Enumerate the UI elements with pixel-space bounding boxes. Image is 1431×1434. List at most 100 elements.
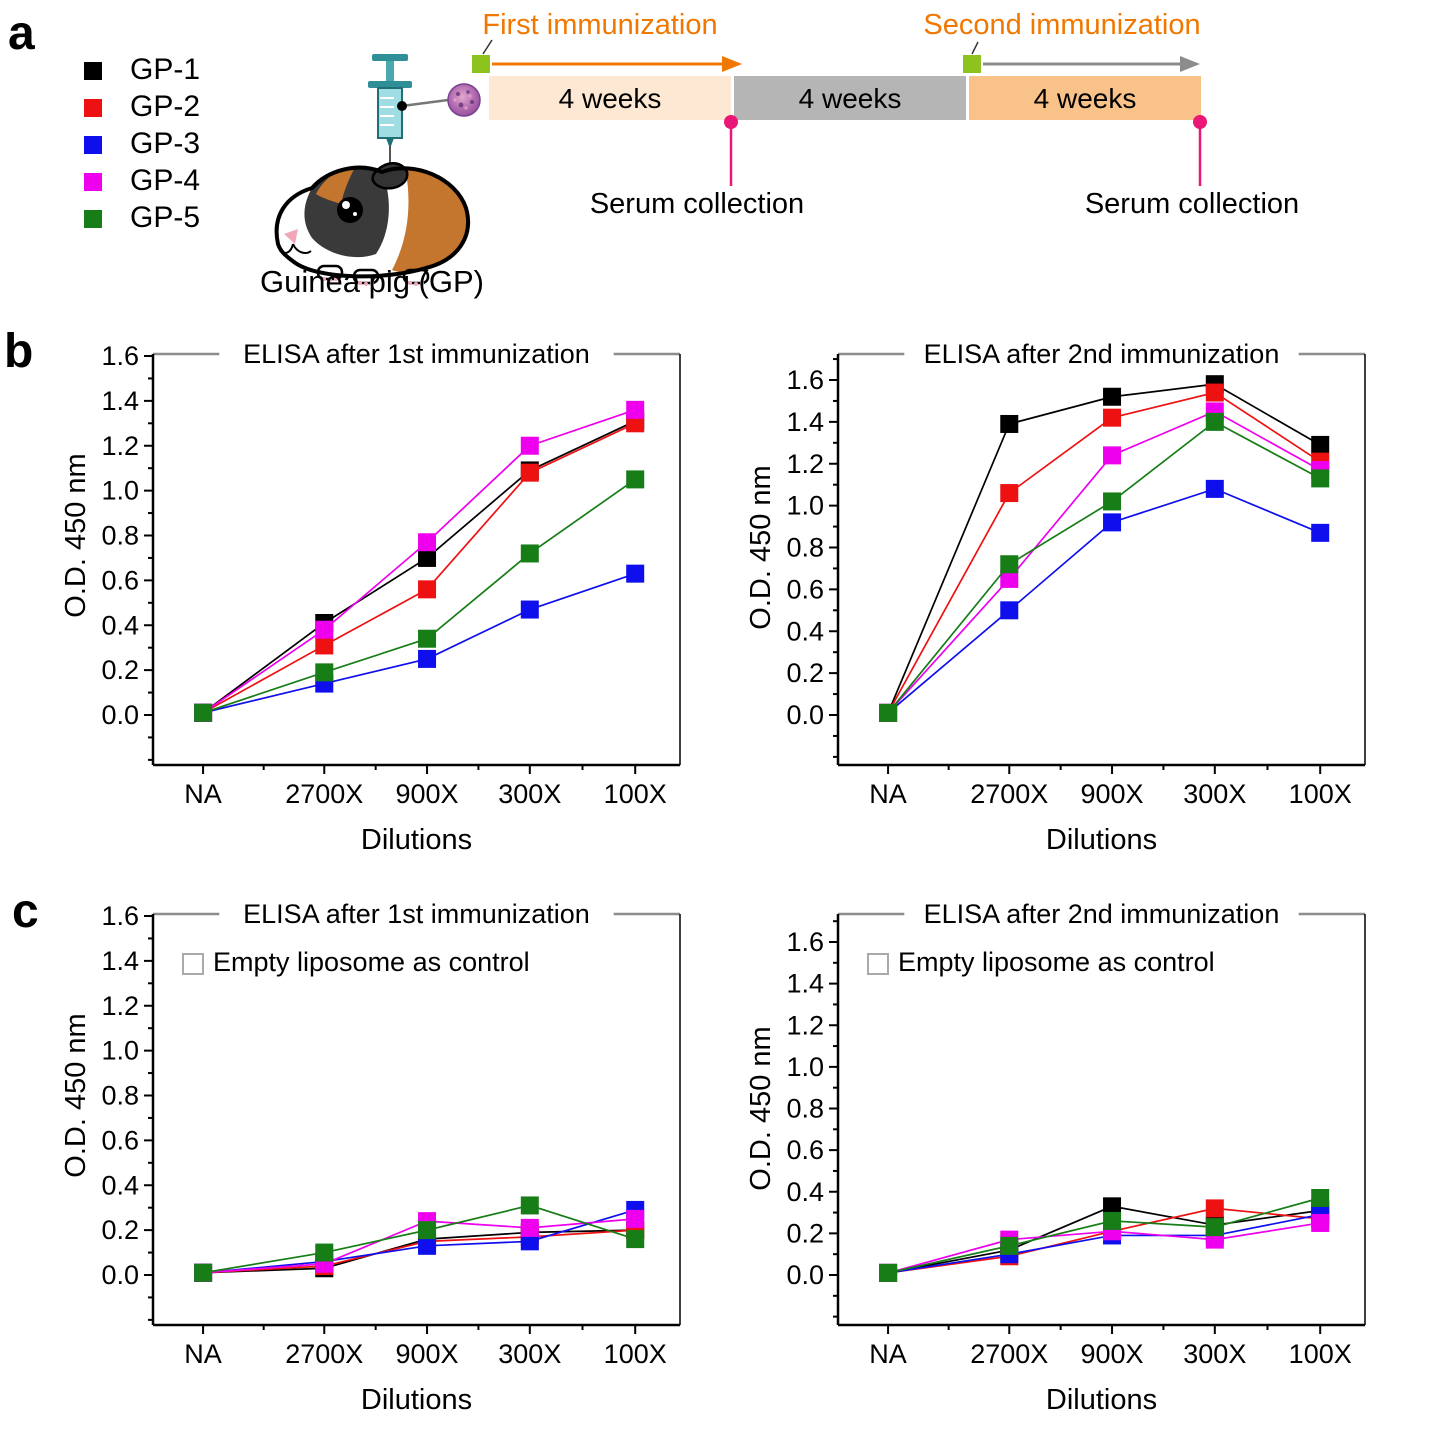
data-point-GP-4 [1000,569,1019,588]
liposome-icon [447,83,481,117]
y-tick-label: 1.2 [101,991,139,1021]
y-tick-label: 0.2 [101,1215,139,1245]
y-tick-label: 1.4 [101,946,139,976]
y-tick-label: 0.0 [786,1260,824,1290]
data-point-GP-2 [1000,484,1019,503]
x-tick-label: 900X [1081,779,1144,809]
legend-label-GP-2: GP-2 [130,90,200,123]
y-tick-label: 0.6 [786,574,824,604]
second-immunization-marker [963,55,981,73]
control-legend-label: Empty liposome as control [213,947,530,977]
week-block-label-2: 4 weeks [799,83,902,114]
x-tick-label: 300X [498,779,561,809]
second-immunization-label: Second immunization [923,9,1200,41]
legend-label-GP-4: GP-4 [130,164,200,197]
week-block-label-3: 4 weeks [1034,83,1137,114]
control-legend-swatch [182,953,204,975]
chart-control-elisa-1st-immunization: ELISA after 1st immunization 0.0 0.2 0.4 0.6… [60,899,681,1416]
data-point-GP-2 [1103,408,1122,427]
x-tick-label: 100X [604,779,667,809]
y-tick-label: 1.4 [786,407,824,437]
x-tick-label: 900X [1081,1339,1144,1369]
y-tick-label: 0.6 [101,1125,139,1155]
x-tick-label: 2700X [970,1339,1048,1369]
x-tick-label: 2700X [285,1339,363,1369]
timeline: GP-1 GP-2 GP-3 GP-4 GP-5 4 weeks 4 weeks 4 week… [84,39,1207,234]
first-immunization-marker [472,55,490,73]
panel-c-label: c [12,885,39,938]
serum-collection-label-second: Serum collection [1085,188,1299,220]
data-point-GP-5 [1103,1211,1122,1230]
data-point-GP-1 [1103,1197,1122,1216]
data-point-GP-5 [1103,492,1122,511]
y-tick-label: 0.4 [101,1170,139,1200]
data-point-GP-4 [626,400,645,419]
legend-swatch-GP-3 [84,136,102,154]
connector-line [401,98,449,108]
data-point-GP-1 [1103,387,1122,406]
chart-elisa-1st-immunization: ELISA after 1st immunization 0.0 0.2 0.4 0.6… [60,339,681,856]
data-point-GP-1 [1000,414,1019,433]
x-axis-title: Dilutions [1046,1384,1157,1416]
data-point-GP-3 [1311,523,1330,542]
data-point-GP-4 [1311,1213,1330,1232]
y-tick-label: 0.0 [101,700,139,730]
data-point-GP-5 [520,1196,539,1215]
data-point-GP-4 [315,620,334,639]
control-legend-label: Empty liposome as control [898,947,1215,977]
data-point-GP-2 [1205,1199,1224,1218]
y-tick-label: 1.2 [101,431,139,461]
legend-swatch-GP-4 [84,173,102,191]
data-point-GP-5 [520,544,539,563]
y-tick-label: 1.6 [786,927,824,957]
week-block-label-1: 4 weeks [559,83,662,114]
y-tick-label: 0.4 [786,616,824,646]
data-point-GP-3 [1000,601,1019,620]
x-tick-label: 900X [396,779,459,809]
data-point-GP-5 [879,1263,898,1282]
data-point-GP-5 [879,703,898,722]
data-point-GP-4 [520,436,539,455]
y-tick-label: 1.0 [101,476,139,506]
week-block-1 [489,76,731,120]
series-line-GP-2 [887,391,1321,714]
data-point-GP-4 [418,533,437,552]
data-point-GP-5 [1311,469,1330,488]
serum-dot-first [724,115,738,129]
legend-swatch-GP-2 [84,99,102,117]
data-point-GP-5 [1311,1188,1330,1207]
x-tick-label: 100X [604,1339,667,1369]
x-tick-label: 300X [498,1339,561,1369]
y-tick-label: 1.0 [786,1052,824,1082]
chart-title: ELISA after 2nd immunization [924,899,1280,929]
data-point-GP-4 [1103,446,1122,465]
data-point-GP-1 [1311,435,1330,454]
data-point-GP-5 [1205,412,1224,431]
guinea-pig-illustration [274,54,481,286]
x-tick-label: 2700X [285,779,363,809]
x-axis-title: Dilutions [1046,824,1157,856]
x-tick-label: 2700X [970,779,1048,809]
guinea-pig-caption: Guinea pig (GP) [260,264,484,299]
data-point-GP-2 [418,580,437,599]
data-point-GP-5 [1205,1218,1224,1237]
serum-collection-label-first: Serum collection [590,188,804,220]
y-tick-label: 0.8 [786,1094,824,1124]
y-tick-label: 0.2 [101,655,139,685]
week-block-3 [969,76,1201,120]
y-tick-label: 0.6 [786,1135,824,1165]
serum-dot-second [1193,115,1207,129]
first-immunization-arrowhead [722,56,742,72]
y-tick-label: 1.6 [786,365,824,395]
y-tick-label: 0.2 [786,658,824,688]
legend-label-GP-3: GP-3 [130,127,200,160]
data-point-GP-5 [194,703,213,722]
data-point-GP-5 [194,1263,213,1282]
y-axis-title: O.D. 450 nm [60,1013,92,1177]
data-point-GP-3 [1205,479,1224,498]
data-point-GP-3 [626,564,645,583]
legend-label-GP-1: GP-1 [130,53,200,86]
data-point-GP-5 [315,663,334,682]
y-tick-label: 1.6 [101,901,139,931]
